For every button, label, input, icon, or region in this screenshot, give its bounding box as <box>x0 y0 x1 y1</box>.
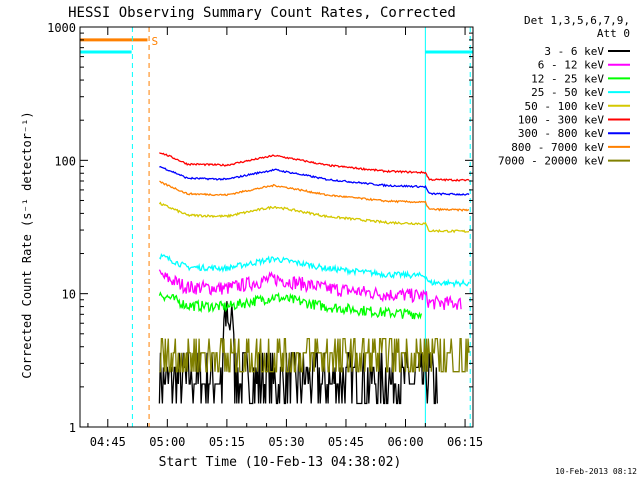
legend-label-0: 3 - 6 keV <box>544 45 604 58</box>
x-tick-label-0515: 05:15 <box>209 435 245 449</box>
series-50-100-kev <box>158 201 470 234</box>
series-layer <box>158 152 470 405</box>
series-25-50-kev <box>158 252 470 289</box>
legend-label-6: 300 - 800 keV <box>518 127 604 140</box>
y-axis-label: Corrected Count Rate (s⁻¹ detector⁻¹) <box>20 111 34 378</box>
plot-frame <box>79 26 474 428</box>
legend-label-7: 800 - 7000 keV <box>511 141 604 154</box>
y-tick-label-100: 100 <box>54 154 76 168</box>
series-7000-20000-kev <box>159 337 470 373</box>
legend-label-2: 12 - 25 keV <box>531 72 604 85</box>
legend-label-5: 100 - 300 keV <box>518 114 604 127</box>
legend-label-1: 6 - 12 keV <box>538 59 605 72</box>
y-tick-label-1: 1 <box>69 421 76 435</box>
axes-layer: 04:45 05:00 05:15 05:30 05:45 06:00 06:15 1 10 10… <box>47 21 483 449</box>
y-tick-label-10: 10 <box>62 288 76 302</box>
legend-label-4: 50 - 100 keV <box>525 100 605 113</box>
series-12-25-kev <box>158 291 423 320</box>
x-tick-label-0530: 05:30 <box>268 435 304 449</box>
x-tick-label-0445: 04:45 <box>90 435 126 449</box>
series-100-300-kev <box>158 152 470 182</box>
series-800-7000-kev <box>159 180 470 212</box>
saa-level-label: S <box>151 35 158 48</box>
legend-label-3: 25 - 50 keV <box>531 86 604 99</box>
series-3-6-kev <box>158 301 438 405</box>
legend-header-attenuator: Att 0 <box>597 27 630 40</box>
plot-timestamp: 10-Feb-2013 08:12 <box>555 467 637 476</box>
legend-label-8: 7000 - 20000 keV <box>498 155 604 168</box>
x-tick-label-0615: 06:15 <box>447 435 483 449</box>
series-300-800-kev <box>159 165 470 196</box>
x-axis-label: Start Time (10-Feb-13 04:38:02) <box>159 455 402 470</box>
legend-header-detectors: Det 1,3,5,6,7,9, <box>524 14 630 27</box>
x-tick-label-0545: 05:45 <box>328 435 364 449</box>
chart-title: HESSI Observing Summary Count Rates, Cor… <box>68 5 456 21</box>
x-tick-label-0600: 06:00 <box>387 435 423 449</box>
x-tick-label-0500: 05:00 <box>149 435 185 449</box>
series-6-12-kev <box>158 269 462 311</box>
y-tick-label-1000: 1000 <box>47 21 76 35</box>
